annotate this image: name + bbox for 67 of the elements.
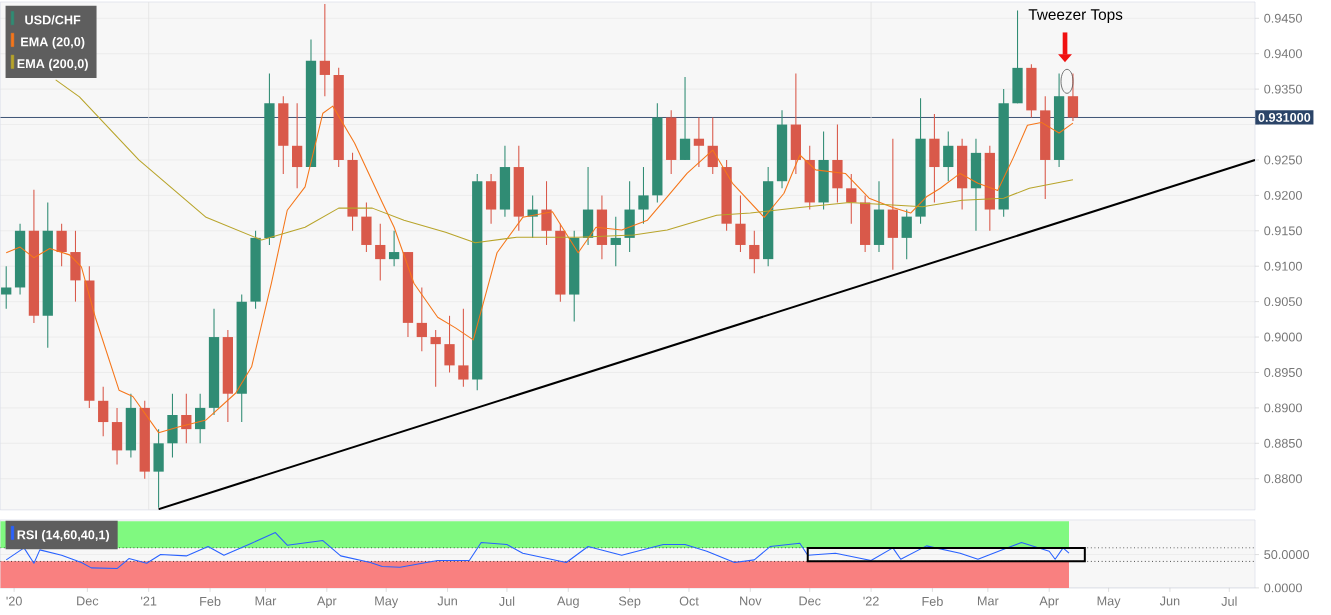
annotation: Tweezer Tops: [1028, 9, 1123, 24]
candlestick: [735, 194, 746, 253]
x-tick-label: Apr: [1039, 596, 1059, 608]
x-tick-label: May: [1097, 596, 1121, 608]
x-tick-label: '20: [6, 596, 22, 606]
candlestick: [430, 329, 441, 388]
x-tick-label: Nov: [740, 596, 762, 606]
candlestick: [679, 76, 691, 161]
candlestick: [458, 308, 469, 388]
y-tick-label: 0.8800: [1264, 474, 1302, 484]
y-tick-label: 0.0000: [1264, 583, 1302, 593]
x-tick-label: Mar: [977, 596, 999, 606]
candlestick: [943, 131, 954, 182]
ref-line-label: 0.931000: [1258, 113, 1311, 123]
candlestick: [749, 230, 760, 274]
y-tick-label: 0.9000: [1264, 332, 1302, 342]
y-tick-label: 0.8950: [1264, 368, 1302, 378]
y-tick-label: 0.9350: [1264, 84, 1302, 94]
candlestick: [693, 116, 705, 168]
y-tick-label: 0.9050: [1264, 297, 1302, 307]
candlestick: [846, 173, 857, 225]
y-tick-label: 0.9450: [1264, 13, 1302, 23]
y-tick-label: 0.8900: [1264, 403, 1302, 413]
candlestick: [416, 286, 427, 352]
x-tick-label: Dec: [799, 596, 821, 606]
x-tick-label: Sep: [618, 596, 641, 609]
y-tick-label: 0.9100: [1264, 261, 1302, 271]
x-tick-label: Feb: [922, 596, 943, 606]
candlestick: [291, 102, 303, 189]
line-series: [5, 105, 1074, 434]
candlestick: [98, 386, 109, 437]
x-tick-label: '22: [863, 596, 879, 606]
x-tick-label: Oct: [679, 596, 699, 606]
y-tick-label: 0.9250: [1264, 155, 1302, 165]
x-tick-label: Jun: [1159, 596, 1180, 606]
x-tick-label: '21: [141, 596, 157, 606]
legend-label: USD/CHF: [25, 15, 81, 25]
candlestick: [901, 209, 912, 260]
x-tick-label: Jun: [437, 596, 457, 606]
candlestick: [638, 166, 649, 225]
candlestick: [388, 230, 400, 267]
candlestick: [375, 223, 386, 281]
candlestick: [1, 265, 12, 310]
x-tick-label: Apr: [316, 596, 337, 608]
x-tick-label: Feb: [200, 596, 221, 606]
y-tick-label: 0.9150: [1264, 226, 1302, 236]
candlestick: [1067, 73, 1079, 122]
legend-label: RSI (14,60,40,1): [17, 530, 110, 542]
x-tick-label: May: [375, 596, 399, 608]
candlestick: [444, 315, 455, 374]
y-tick-label: 0.9400: [1264, 49, 1302, 59]
x-tick-label: Jul: [1221, 596, 1237, 606]
candlestick: [56, 223, 67, 267]
candlestick: [610, 216, 621, 267]
x-tick-label: Dec: [77, 596, 99, 606]
legend-label: EMA (200,0): [17, 58, 88, 71]
candlestick: [319, 3, 330, 97]
x-tick-label: Jul: [499, 596, 515, 606]
line-series: [5, 532, 1070, 570]
y-tick-label: 50.0000: [1264, 550, 1309, 560]
x-tick-label: Mar: [255, 596, 277, 606]
y-tick-label: 0.8850: [1264, 438, 1302, 448]
legend-label: EMA (20,0): [21, 37, 85, 49]
candlestick: [541, 180, 552, 246]
line-series: [55, 79, 1074, 244]
x-tick-label: Aug: [557, 596, 579, 608]
y-tick-label: 0.9200: [1264, 190, 1302, 200]
